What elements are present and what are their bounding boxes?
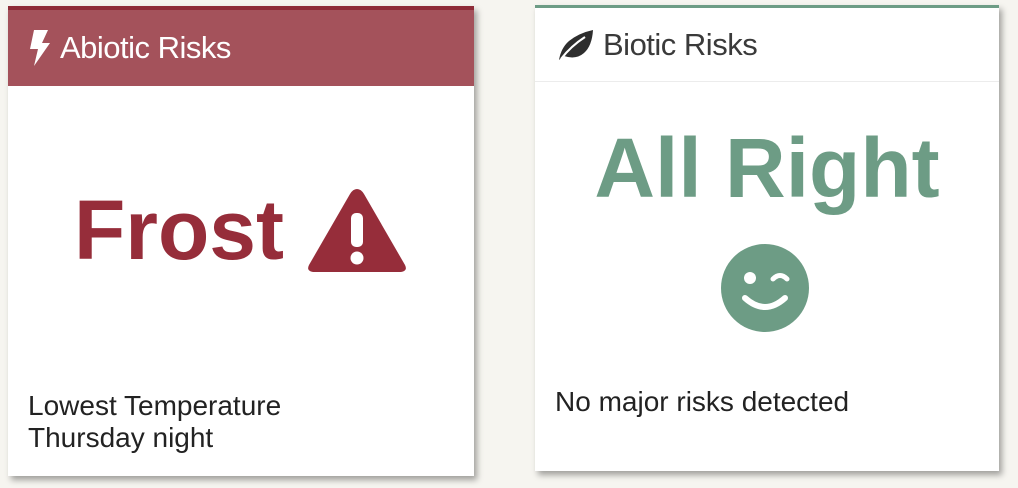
- biotic-risks-card: Biotic Risks All Right No major risks de…: [535, 5, 999, 471]
- abiotic-detail: Lowest Temperature Thursday night: [28, 390, 281, 454]
- warning-triangle-icon: [306, 185, 408, 275]
- abiotic-risks-card: Abiotic Risks Frost Lowest Temperature T…: [8, 6, 474, 476]
- abiotic-detail-line2: Thursday night: [28, 422, 214, 453]
- biotic-card-title: Biotic Risks: [603, 26, 758, 62]
- biotic-status-label: All Right: [594, 120, 940, 215]
- abiotic-card-title: Abiotic Risks: [60, 30, 231, 65]
- abiotic-status: Frost: [8, 180, 474, 280]
- biotic-card-header: Biotic Risks: [535, 8, 999, 82]
- biotic-detail: No major risks detected: [555, 386, 850, 417]
- lightning-bolt-icon: [28, 30, 52, 66]
- abiotic-status-label: Frost: [74, 182, 284, 277]
- abiotic-detail-line1: Lowest Temperature: [28, 390, 282, 421]
- abiotic-card-header: Abiotic Risks: [8, 10, 474, 86]
- biotic-status: All Right: [535, 118, 999, 218]
- wink-smiley-icon: [721, 244, 809, 332]
- leaf-icon: [555, 28, 595, 62]
